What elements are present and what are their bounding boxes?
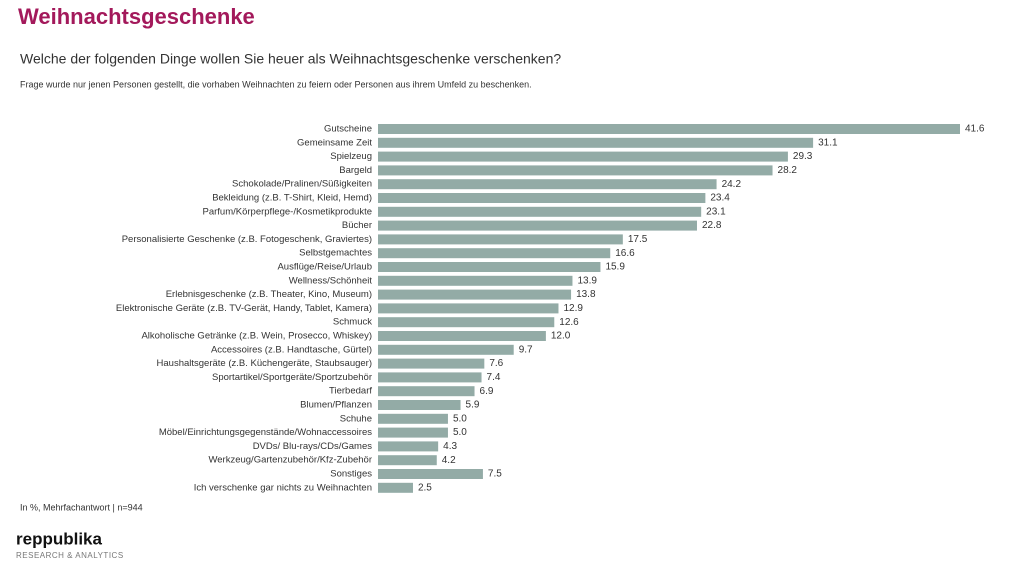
category-label: Schokolade/Pralinen/Süßigkeiten <box>232 179 372 190</box>
value-label: 7.6 <box>489 358 503 369</box>
bar <box>378 317 555 328</box>
bar <box>378 289 572 300</box>
value-label: 28.2 <box>778 165 798 176</box>
value-label: 23.1 <box>706 206 726 217</box>
category-label: Erlebnisgeschenke (z.B. Theater, Kino, M… <box>166 289 372 300</box>
bar <box>378 400 461 410</box>
value-label: 4.3 <box>443 441 457 452</box>
value-label: 5.0 <box>453 427 467 438</box>
category-label: Möbel/Einrichtungsgegenstände/Wohnaccess… <box>159 427 372 438</box>
bar <box>378 358 485 369</box>
category-label: Sonstiges <box>330 469 372 480</box>
bar <box>378 469 483 479</box>
category-label: Ausflüge/Reise/Urlaub <box>277 262 372 273</box>
category-label: Bargeld <box>339 165 372 176</box>
value-label: 12.0 <box>551 331 571 342</box>
category-label: Schmuck <box>333 317 372 328</box>
bar <box>378 344 514 355</box>
value-label: 31.1 <box>818 137 838 148</box>
bar <box>378 455 437 466</box>
value-label: 7.4 <box>487 372 501 383</box>
bar <box>378 234 623 245</box>
value-label: 5.9 <box>466 400 480 411</box>
value-label: 24.2 <box>722 179 742 190</box>
logo-tagline: RESEARCH & ANALYTICS <box>16 551 124 560</box>
value-label: 13.8 <box>576 289 596 300</box>
value-label: 41.6 <box>965 124 985 135</box>
category-label: Personalisierte Geschenke (z.B. Fotogesc… <box>122 234 372 245</box>
value-label: 6.9 <box>480 386 494 397</box>
value-label: 16.6 <box>615 248 635 259</box>
value-label: 17.5 <box>628 234 648 245</box>
category-label: Alkoholische Getränke (z.B. Wein, Prosec… <box>141 331 372 342</box>
bar <box>378 372 482 383</box>
category-label: Selbstgemachtes <box>299 248 372 259</box>
value-label: 29.3 <box>793 151 813 162</box>
category-label: Spielzeug <box>330 151 372 162</box>
value-label: 12.9 <box>563 303 583 314</box>
bar <box>378 413 448 424</box>
value-label: 7.5 <box>488 469 502 480</box>
bar <box>378 262 601 272</box>
category-label: Blumen/Pflanzen <box>300 400 372 411</box>
bar <box>378 179 717 190</box>
chart-title: Weihnachtsgeschenke <box>18 4 255 29</box>
bar <box>378 303 559 314</box>
category-label: Accessoires (z.B. Handtasche, Gürtel) <box>211 344 372 355</box>
bar <box>378 151 788 162</box>
bar <box>378 137 814 148</box>
category-label: Wellness/Schönheit <box>289 275 373 286</box>
value-label: 15.9 <box>605 262 625 273</box>
value-label: 23.4 <box>710 193 730 204</box>
bar <box>378 206 702 217</box>
category-label: Elektronische Geräte (z.B. TV-Gerät, Han… <box>116 303 372 314</box>
category-label: Gemeinsame Zeit <box>297 137 372 148</box>
category-label: Bücher <box>342 220 372 231</box>
footnote: In %, Mehrfachantwort | n=944 <box>20 502 143 512</box>
value-label: 13.9 <box>577 275 597 286</box>
bar <box>378 193 706 203</box>
bar <box>378 248 611 259</box>
bar <box>378 220 697 231</box>
logo-name: reppublika <box>16 529 103 548</box>
category-label: Parfum/Körperpflege-/Kosmetikprodukte <box>203 206 373 217</box>
category-label: Schuhe <box>340 413 372 424</box>
category-label: Gutscheine <box>324 124 372 135</box>
value-label: 12.6 <box>559 317 579 328</box>
chart-note: Frage wurde nur jenen Personen gestellt,… <box>20 79 532 89</box>
category-label: DVDs/ Blu-rays/CDs/Games <box>253 441 373 452</box>
category-label: Haushaltsgeräte (z.B. Küchengeräte, Stau… <box>157 358 372 369</box>
bar <box>378 386 475 397</box>
value-label: 22.8 <box>702 220 722 231</box>
value-label: 9.7 <box>519 344 533 355</box>
category-label: Bekleidung (z.B. T-Shirt, Kleid, Hemd) <box>212 193 372 204</box>
category-label: Ich verschenke gar nichts zu Weihnachten <box>194 482 372 493</box>
bar <box>378 441 439 452</box>
bar <box>378 427 448 438</box>
bar <box>378 275 573 286</box>
bar <box>378 331 546 341</box>
value-label: 4.2 <box>442 455 456 466</box>
bar <box>378 482 413 493</box>
bar <box>378 124 960 134</box>
category-label: Sportartikel/Sportgeräte/Sportzubehör <box>212 372 372 383</box>
bar <box>378 165 773 176</box>
value-label: 2.5 <box>418 482 432 493</box>
category-label: Werkzeug/Gartenzubehör/Kfz-Zubehör <box>208 455 372 466</box>
category-label: Tierbedarf <box>329 386 372 397</box>
chart-subtitle: Welche der folgenden Dinge wollen Sie he… <box>20 51 561 67</box>
value-label: 5.0 <box>453 413 467 424</box>
